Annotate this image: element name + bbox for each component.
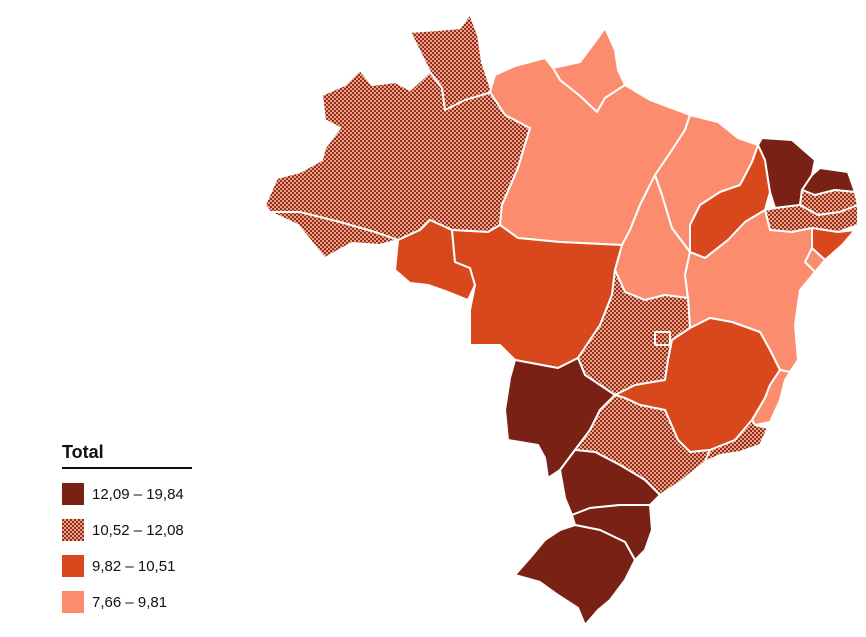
legend-item[interactable]: 9,82 – 10,51: [62, 555, 192, 577]
region-SP[interactable]: [574, 394, 711, 496]
legend-title: Total: [62, 442, 192, 469]
legend-item[interactable]: 7,66 – 9,81: [62, 591, 192, 613]
legend-label: 12,09 – 19,84: [92, 485, 184, 503]
legend-item[interactable]: 10,52 – 12,08: [62, 519, 192, 541]
legend-label: 9,82 – 10,51: [92, 557, 176, 575]
legend-label: 10,52 – 12,08: [92, 521, 184, 539]
legend-swatch: [62, 591, 84, 613]
legend-item[interactable]: 12,09 – 19,84: [62, 483, 192, 505]
legend: Total 12,09 – 19,84 10,52 – 12,08 9,82 –…: [62, 442, 192, 613]
region-RS[interactable]: [514, 524, 636, 626]
region-RR[interactable]: [409, 13, 493, 111]
legend-swatch: [62, 483, 84, 505]
region-ES[interactable]: [751, 359, 799, 426]
legend-swatch: [62, 555, 84, 577]
legend-swatch: [62, 519, 84, 541]
region-DF[interactable]: [654, 331, 671, 346]
region-RJ[interactable]: [704, 419, 769, 463]
region-AC[interactable]: [269, 211, 399, 259]
legend-label: 7,66 – 9,81: [92, 593, 168, 611]
